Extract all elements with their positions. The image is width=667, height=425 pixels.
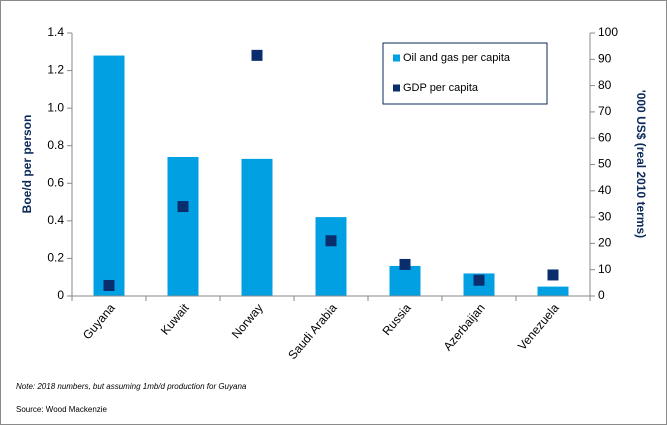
marker xyxy=(399,258,411,270)
y2-tick-label: 30 xyxy=(598,209,612,223)
y-axis-title: Boe/d per person xyxy=(20,115,34,214)
legend-box xyxy=(382,42,548,105)
legend-label: Oil and gas per capita xyxy=(403,52,511,64)
marker xyxy=(251,49,263,61)
marker xyxy=(103,279,115,291)
legend-swatch xyxy=(393,54,400,62)
bar xyxy=(389,265,421,296)
y-tick-label: 0.2 xyxy=(47,251,64,265)
bar xyxy=(167,156,199,296)
bar xyxy=(315,217,347,296)
marker xyxy=(547,269,559,281)
legend-label: GDP per capita xyxy=(403,82,479,94)
bar xyxy=(93,55,125,296)
y2-tick-label: 60 xyxy=(598,130,612,144)
y2-tick-label: 70 xyxy=(598,104,612,118)
y-tick-label: 0 xyxy=(57,288,64,302)
y2-tick-label: 50 xyxy=(598,157,612,171)
legend-swatch xyxy=(393,84,400,92)
y-tick-label: 0.8 xyxy=(47,138,64,152)
y2-axis-title: '000 US$ (real 2010 terms) xyxy=(634,90,648,238)
bar xyxy=(537,286,569,296)
y-tick-label: 0.6 xyxy=(47,175,64,189)
y2-tick-label: 80 xyxy=(598,78,612,92)
y2-tick-label: 100 xyxy=(598,25,618,39)
y-tick-label: 1.0 xyxy=(47,100,64,114)
marker xyxy=(473,274,485,286)
y-tick-label: 0.4 xyxy=(47,213,64,227)
y-tick-label: 1.4 xyxy=(47,25,64,39)
source: Source: Wood Mackenzie xyxy=(16,405,108,414)
y-tick-label: 1.2 xyxy=(47,63,64,77)
bar xyxy=(241,158,273,296)
note: Note: 2018 numbers, but assuming 1mb/d p… xyxy=(16,382,247,391)
marker xyxy=(177,201,189,213)
y2-tick-label: 0 xyxy=(598,288,605,302)
y2-tick-label: 40 xyxy=(598,183,612,197)
y2-tick-label: 90 xyxy=(598,51,612,65)
y2-tick-label: 20 xyxy=(598,236,612,250)
y2-tick-label: 10 xyxy=(598,262,612,276)
marker xyxy=(325,235,337,247)
